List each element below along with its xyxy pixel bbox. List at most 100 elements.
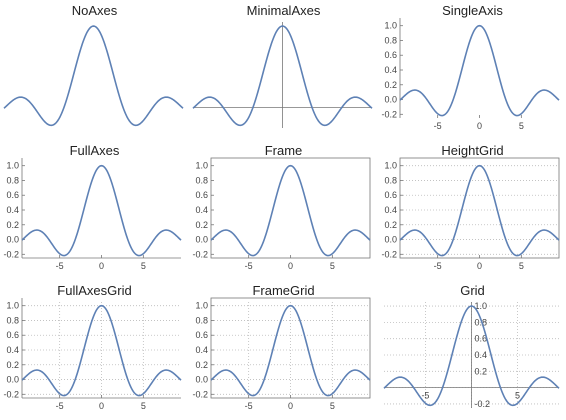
y-tick-label: 0.8 [475,317,488,327]
y-tick-label: 0.4 [195,205,208,215]
chart-panel-frame: Frame -0.2 0.0 0.2 0.4 0.6 0.8 1.0 -5 0 5 [189,140,378,280]
sinc-curve [192,25,373,127]
chart-panel-heightgrid: HeightGrid -0.2 0.0 0.2 0.4 0.6 0.8 1.0 -5 0 5 [378,140,566,280]
y-tick-label: 0.6 [475,334,488,344]
y-tick-label: 1.0 [195,301,208,311]
chart-panel-singleaxis: SingleAxis -0.2 0.0 0.2 0.4 0.6 0.8 1.0 -5 0 5 [378,0,566,140]
y-tick-label: 0.0 [195,375,208,385]
chart-title: HeightGrid [441,143,504,158]
y-tick-label: 0.4 [6,205,19,215]
chart-svg [3,25,184,127]
chart-svg: -0.2 0.0 0.2 0.4 0.6 0.8 1.0 -5 0 5 [381,157,560,271]
x-tick-label: 0 [99,261,104,271]
y-tick-label: -0.2 [381,249,397,259]
x-tick-label: 0 [288,401,293,411]
chart-svg: -0.2 0.0 0.2 0.4 0.6 0.8 1.0 -5 0 5 [192,157,371,271]
y-tick-label: -0.2 [475,399,491,409]
chart-title: Grid [460,283,485,298]
y-tick-label: 0.6 [195,190,208,200]
y-tick-label: 1.0 [6,161,19,171]
chart-panel-framegrid: FrameGrid -0.2 0.0 0.2 0.4 0.6 0.8 1.0 -5 0 5 [189,280,378,420]
y-tick-label: -0.2 [381,109,397,119]
x-tick-label: 5 [330,401,335,411]
y-tick-label: 0.8 [384,175,397,185]
y-tick-label: 0.2 [6,220,19,230]
x-tick-label: 0 [477,261,482,271]
x-tick-label: -5 [245,261,253,271]
y-tick-label: 0.2 [384,220,397,230]
sinc-curve [21,164,182,257]
x-tick-label: 5 [519,261,524,271]
chart-panel-grid: Grid -0.2 0.2 0.4 0.6 0.8 1.0 -5 5 [378,280,566,420]
y-tick-label: -0.2 [192,249,208,259]
sinc-curve [3,25,184,127]
y-tick-label: 0.8 [6,175,19,185]
y-tick-label: 0.2 [195,360,208,370]
x-tick-label: 5 [519,121,524,131]
y-tick-label: 0.4 [475,350,488,360]
chart-svg [192,22,373,128]
y-tick-label: -0.2 [192,389,208,399]
y-tick-label: 0.4 [6,345,19,355]
x-tick-label: -5 [245,401,253,411]
y-tick-label: 0.8 [195,175,208,185]
x-tick-label: 0 [288,261,293,271]
y-tick-label: 0.0 [384,235,397,245]
chart-panel-noaxes: NoAxes [0,0,189,140]
y-tick-label: 0.8 [195,315,208,325]
x-tick-label: 5 [330,261,335,271]
chart-svg: -0.2 0.0 0.2 0.4 0.6 0.8 1.0 -5 0 5 [192,297,371,411]
x-tick-label: 0 [477,121,482,131]
y-tick-label: 0.6 [6,190,19,200]
chart-svg: -0.2 0.0 0.2 0.4 0.6 0.8 1.0 -5 0 5 [381,18,560,131]
chart-panel-fullaxesgrid: FullAxesGrid -0.2 0.0 0.2 0.4 0.6 0.8 1.0 -5 0 5 [0,280,189,420]
x-tick-label: 5 [141,261,146,271]
y-tick-label: 0.2 [475,366,488,376]
sinc-curve [210,164,371,257]
x-tick-label: -5 [434,121,442,131]
y-tick-label: 1.0 [6,301,19,311]
x-tick-label: -5 [56,401,64,411]
y-tick-label: -0.2 [3,389,19,399]
y-tick-label: 0.6 [384,50,397,60]
y-tick-label: -0.2 [3,249,19,259]
y-tick-label: 0.8 [6,315,19,325]
chart-title: FullAxes [69,143,120,158]
chart-panel-fullaxes: FullAxes -0.2 0.0 0.2 0.4 0.6 0.8 1.0 -5 0 5 [0,140,189,280]
y-tick-label: 0.6 [6,330,19,340]
y-tick-label: 0.0 [6,235,19,245]
y-tick-label: 0.4 [195,345,208,355]
y-tick-label: 1.0 [475,301,488,311]
x-tick-label: 5 [141,401,146,411]
y-tick-label: 0.4 [384,205,397,215]
sinc-curve [399,164,560,257]
x-tick-label: 5 [515,391,520,401]
chart-panel-minimalaxes: MinimalAxes [189,0,378,140]
sinc-curve [383,305,560,407]
chart-svg: -0.2 0.0 0.2 0.4 0.6 0.8 1.0 -5 0 5 [3,158,182,271]
y-tick-label: 0.0 [6,375,19,385]
x-tick-label: 0 [99,401,104,411]
y-tick-label: 1.0 [195,161,208,171]
x-tick-label: -5 [421,391,429,401]
chart-title: MinimalAxes [246,3,321,18]
chart-title: NoAxes [71,3,118,18]
sinc-curve [21,304,182,397]
y-tick-label: 0.4 [384,65,397,75]
y-tick-label: 0.6 [384,190,397,200]
y-tick-label: 0.6 [195,330,208,340]
plot-frame [399,157,560,259]
chart-svg: -0.2 0.2 0.4 0.6 0.8 1.0 -5 5 [383,301,560,409]
x-tick-label: -5 [56,261,64,271]
x-tick-label: -5 [434,261,442,271]
plot-frame [210,157,371,259]
chart-title: SingleAxis [442,3,503,18]
sinc-curve [399,24,560,117]
y-tick-label: 0.2 [6,360,19,370]
y-tick-label: 0.2 [195,220,208,230]
chart-title: FullAxesGrid [57,283,132,298]
y-tick-label: 1.0 [384,161,397,171]
chart-svg: -0.2 0.0 0.2 0.4 0.6 0.8 1.0 -5 0 5 [3,298,182,411]
sinc-curve [210,304,371,397]
